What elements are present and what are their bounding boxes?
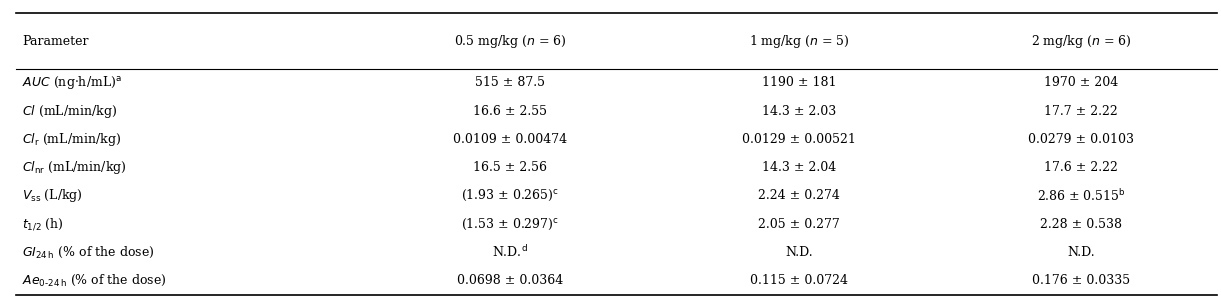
Text: 1 mg/kg ($\mathit{n}$ = 5): 1 mg/kg ($\mathit{n}$ = 5)	[748, 33, 850, 50]
Text: 1190 ± 181: 1190 ± 181	[762, 76, 836, 89]
Text: 16.6 ± 2.55: 16.6 ± 2.55	[473, 104, 547, 117]
Text: 17.6 ± 2.22: 17.6 ± 2.22	[1044, 161, 1118, 174]
Text: $\mathit{GI}_{\mathrm{24\,h}}$ (% of the dose): $\mathit{GI}_{\mathrm{24\,h}}$ (% of the…	[22, 245, 155, 260]
Text: 2.05 ± 0.277: 2.05 ± 0.277	[758, 217, 840, 230]
Text: $\mathit{Cl}_{\mathrm{r}}$ (mL/min/kg): $\mathit{Cl}_{\mathrm{r}}$ (mL/min/kg)	[22, 131, 121, 148]
Text: 0.0698 ± 0.0364: 0.0698 ± 0.0364	[457, 274, 563, 287]
Text: 2.86 ± 0.515$^{\mathrm{b}}$: 2.86 ± 0.515$^{\mathrm{b}}$	[1037, 188, 1126, 204]
Text: N.D.: N.D.	[785, 246, 813, 259]
Text: 0.176 ± 0.0335: 0.176 ± 0.0335	[1032, 274, 1131, 287]
Text: (1.93 ± 0.265)$^{\mathrm{c}}$: (1.93 ± 0.265)$^{\mathrm{c}}$	[462, 188, 559, 203]
Text: 0.0129 ± 0.00521: 0.0129 ± 0.00521	[742, 133, 856, 146]
Text: 2 mg/kg ($\mathit{n}$ = 6): 2 mg/kg ($\mathit{n}$ = 6)	[1031, 33, 1132, 50]
Text: 14.3 ± 2.04: 14.3 ± 2.04	[762, 161, 836, 174]
Text: N.D.: N.D.	[1067, 246, 1095, 259]
Text: 0.5 mg/kg ($\mathit{n}$ = 6): 0.5 mg/kg ($\mathit{n}$ = 6)	[454, 33, 567, 50]
Text: N.D.$^{\mathrm{d}}$: N.D.$^{\mathrm{d}}$	[492, 244, 527, 260]
Text: Parameter: Parameter	[22, 34, 89, 47]
Text: 1970 ± 204: 1970 ± 204	[1044, 76, 1118, 89]
Text: (1.53 ± 0.297)$^{\mathrm{c}}$: (1.53 ± 0.297)$^{\mathrm{c}}$	[462, 217, 559, 232]
Text: 0.115 ± 0.0724: 0.115 ± 0.0724	[751, 274, 849, 287]
Text: 0.0109 ± 0.00474: 0.0109 ± 0.00474	[453, 133, 567, 146]
Text: 2.24 ± 0.274: 2.24 ± 0.274	[758, 189, 840, 202]
Text: 2.28 ± 0.538: 2.28 ± 0.538	[1040, 217, 1122, 230]
Text: 515 ± 87.5: 515 ± 87.5	[475, 76, 545, 89]
Text: 17.7 ± 2.22: 17.7 ± 2.22	[1044, 104, 1118, 117]
Text: $\mathit{AUC}$ (ng·h/mL)$^{\mathrm{a}}$: $\mathit{AUC}$ (ng·h/mL)$^{\mathrm{a}}$	[22, 74, 122, 91]
Text: $\mathit{V}_{\mathrm{ss}}$ (L/kg): $\mathit{V}_{\mathrm{ss}}$ (L/kg)	[22, 187, 83, 204]
Text: $\mathit{t}_{1/2}$ (h): $\mathit{t}_{1/2}$ (h)	[22, 216, 63, 232]
Text: 14.3 ± 2.03: 14.3 ± 2.03	[762, 104, 836, 117]
Text: $\mathit{Cl}$ (mL/min/kg): $\mathit{Cl}$ (mL/min/kg)	[22, 103, 117, 120]
Text: $\mathit{Cl}_{\mathrm{nr}}$ (mL/min/kg): $\mathit{Cl}_{\mathrm{nr}}$ (mL/min/kg)	[22, 159, 127, 176]
Text: $\mathit{Ae}_{\mathrm{0\text{-}24\,h}}$ (% of the dose): $\mathit{Ae}_{\mathrm{0\text{-}24\,h}}$ …	[22, 273, 167, 288]
Text: 0.0279 ± 0.0103: 0.0279 ± 0.0103	[1028, 133, 1134, 146]
Text: 16.5 ± 2.56: 16.5 ± 2.56	[473, 161, 547, 174]
